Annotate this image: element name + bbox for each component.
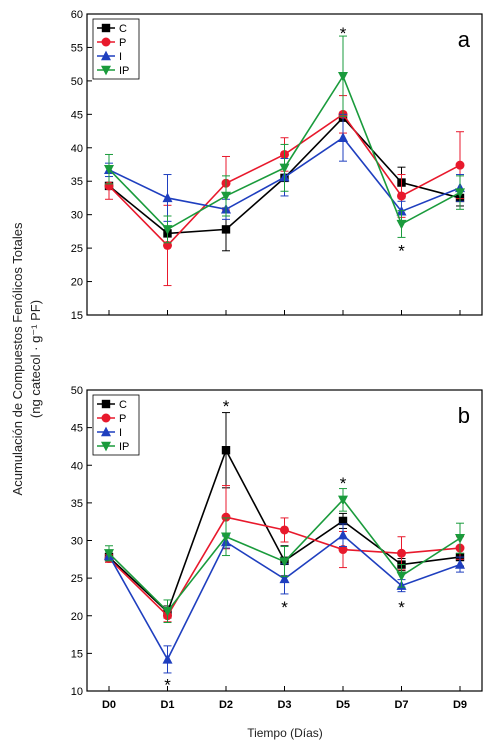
panel-b-legend-marker: [101, 399, 111, 409]
panel-a-significance-marker: *: [340, 24, 347, 43]
panel-a-label: a: [458, 27, 471, 52]
panel-b-series-ip-point: [162, 607, 173, 617]
panel-a-significance-marker: *: [398, 241, 405, 260]
panel-b-x-tick-label: D3: [277, 699, 291, 711]
panel-b-series-i-point: [338, 529, 348, 540]
panel-b-series-p-point: [338, 545, 348, 555]
panel-a-legend: CPI IP: [92, 18, 140, 80]
panel-b-x-tick-label: D5: [336, 699, 350, 711]
panel-b-series-i-point: [162, 653, 173, 664]
panel-a-series-i-point: [338, 132, 348, 142]
panel-b-series-c-point: [221, 446, 231, 455]
panel-a-series-p-point: [397, 191, 406, 201]
panel-b-series-ip-point: [221, 532, 231, 543]
panel-b-series-p-point: [280, 525, 289, 535]
panel-b-series-ip-point: [338, 495, 348, 506]
panel-b-y-tick-label: 50: [71, 385, 83, 397]
panel-b-y-tick-label: 10: [71, 686, 83, 698]
panel-b-y-tick-label: 15: [71, 648, 83, 660]
panel-b-y-tick-label: 35: [71, 498, 83, 510]
panel-b-series-p-point: [397, 548, 406, 558]
panel-b-x-tick-label: D7: [394, 699, 408, 711]
panel-a-series-ip-point: [455, 188, 465, 198]
panel-b-significance-marker: *: [281, 598, 288, 617]
panel-b-label: b: [458, 403, 470, 428]
panel-b-legend-marker: [101, 441, 111, 452]
panel-a: 15 20 25 30 35 40 45 50 55 60 * * CPI IP a: [71, 9, 483, 322]
panel-b-x-tick-label: D0: [102, 699, 116, 711]
panel-a-y-tick-label: 60: [71, 9, 83, 21]
panel-a-y-tick-label: 20: [71, 277, 83, 289]
panel-a-series-ip-point: [338, 72, 348, 82]
panel-b-series-ip-point: [455, 534, 465, 544]
panel-b-legend-label: P: [119, 413, 126, 425]
panel-a-series-ip-point: [162, 225, 173, 235]
panel-b-series-i-point: [455, 559, 465, 569]
panel-b-series-c-point: [338, 516, 348, 526]
panel-b-y-tick-label: 30: [71, 536, 83, 548]
panel-a-legend-label: P: [119, 37, 126, 49]
panel-b-y-tick-label: 20: [71, 611, 83, 623]
y-axis-title-line1: Acumulación de Compuestos Fenólicos Tota…: [10, 222, 25, 495]
panel-a-legend-marker: [101, 23, 111, 33]
panel-a-y-tick-label: 15: [71, 310, 83, 322]
panel-a-legend-label: IP: [119, 65, 129, 77]
panel-b-legend-label: C: [119, 399, 127, 411]
panel-a-y-tick-label: 35: [71, 176, 83, 188]
panel-a-legend-marker: [101, 37, 111, 47]
panel-a-legend-box: [92, 18, 140, 80]
panel-b-legend-label: I: [119, 427, 122, 439]
y-axis-title: Acumulación de Compuestos Fenólicos Tota…: [10, 222, 43, 495]
panel-a-series-ip-point: [396, 219, 407, 230]
panel-a-y-tick-label: 25: [71, 243, 83, 255]
panel-a-y-tick-label: 55: [71, 42, 83, 54]
panel-b-significance-marker: *: [398, 598, 405, 617]
panel-b-series-ip-point: [279, 557, 290, 567]
panel-b-legend-box: [92, 394, 140, 456]
panel-a-legend-label: C: [119, 23, 127, 35]
panel-a-legend-marker: [101, 65, 111, 76]
panel-b-significance-marker: *: [340, 474, 347, 493]
panel-b-series-p-point: [221, 512, 231, 522]
panel-b-x-tick-label: D9: [453, 699, 467, 711]
panel-b-significance-marker: *: [223, 397, 230, 416]
panel-a-y-tick-label: 40: [71, 143, 83, 155]
panel-b-legend-label: IP: [119, 441, 129, 453]
panel-b-y-tick-label: 45: [71, 423, 83, 435]
panel-a-series-ip-point: [221, 191, 231, 202]
panel-b-series-ip-point: [104, 549, 114, 559]
panel-b-legend: CPI IP: [92, 394, 140, 456]
panel-b-legend-marker: [101, 413, 111, 423]
panel-b-y-tick-label: 40: [71, 460, 83, 472]
panel-a-legend-marker: [101, 50, 111, 61]
x-axis-title: Tiempo (Días): [247, 726, 323, 740]
panel-a-y-tick-label: 30: [71, 210, 83, 222]
panel-b-series-ip-point: [396, 571, 407, 582]
panel-b-legend-marker: [101, 426, 111, 437]
panel-a-y-tick-label: 45: [71, 109, 83, 121]
panel-a-series-p-point: [455, 160, 465, 170]
panel-a-legend-label: I: [119, 51, 122, 63]
panel-b-series-i-point: [279, 573, 290, 584]
panel-b-x-tick-label: D1: [160, 699, 174, 711]
panel-a-y-tick-label: 50: [71, 76, 83, 88]
panel-a-series-ip-point: [279, 163, 290, 174]
panel-b-x-tick-label: D2: [219, 699, 233, 711]
panel-b-y-tick-label: 25: [71, 573, 83, 585]
panel-a-series-ip-point: [104, 164, 114, 175]
panel-a-series-i-point: [162, 192, 173, 203]
y-axis-title-line2: (ng catecol · g⁻¹ PF): [28, 300, 43, 418]
panel-a-series-c-point: [221, 225, 231, 234]
panel-b-significance-marker: *: [164, 675, 171, 694]
